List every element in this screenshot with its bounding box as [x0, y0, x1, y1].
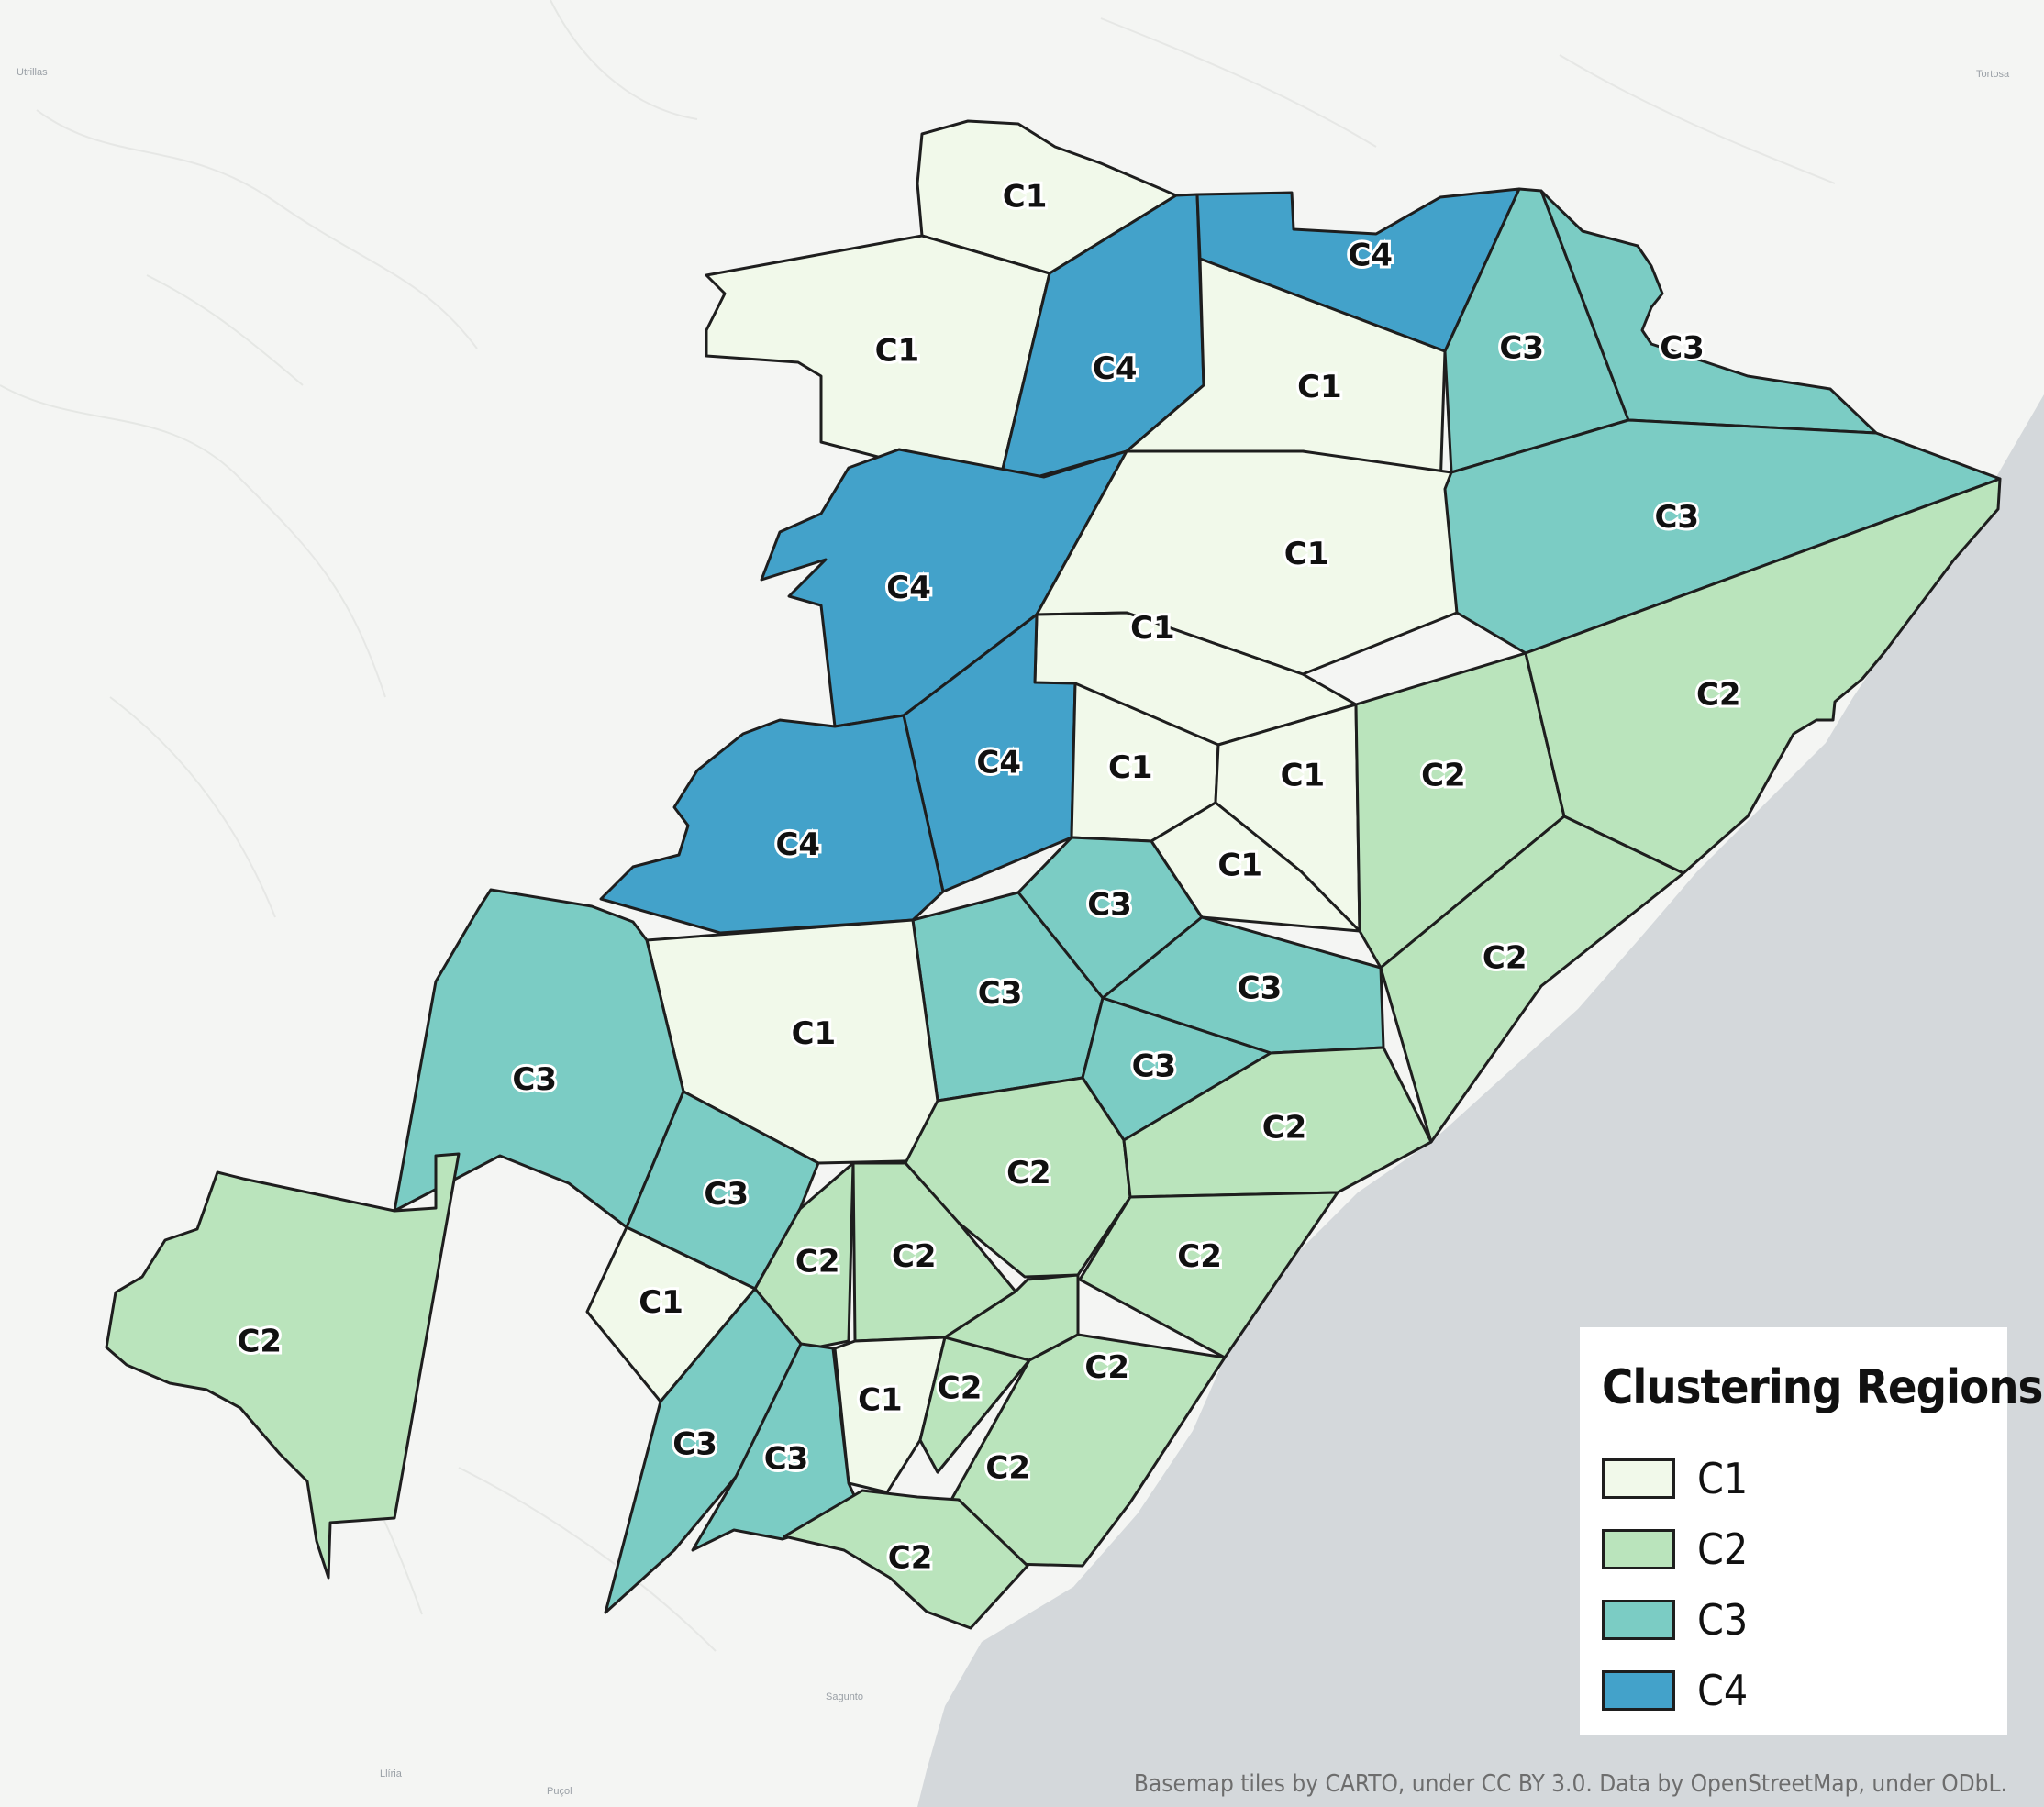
region-label-4: C4 [1348, 238, 1393, 274]
region-label-9: C1 [1284, 536, 1329, 572]
place-names: Utrillas Tortosa Sagunto Llíria Puçol [17, 67, 2010, 1797]
region-label-17: C2 [1696, 677, 1741, 714]
region-label-8: C4 [886, 570, 931, 606]
region-label-30: C2 [795, 1244, 840, 1280]
region-40-c2[interactable] [105, 1152, 461, 1580]
region-label-16: C2 [1421, 758, 1466, 794]
region-label-20: C2 [1483, 940, 1527, 977]
region-label-26: C2 [1006, 1155, 1051, 1192]
region-label-12: C4 [976, 744, 1021, 781]
region-25-c3[interactable] [393, 888, 685, 1229]
legend-swatch-c3 [1602, 1599, 1675, 1640]
legend-label-c4: C4 [1697, 1665, 1749, 1715]
region-label-11: C1 [1130, 610, 1175, 647]
region-label-29: C2 [1177, 1238, 1222, 1275]
legend-label-c2: C2 [1697, 1524, 1749, 1574]
legend-label-c1: C1 [1697, 1453, 1749, 1503]
region-label-33: C2 [1084, 1349, 1129, 1386]
place-name-sagunto: Sagunto [826, 1691, 863, 1702]
place-name-pucol: Puçol [547, 1786, 572, 1797]
region-label-38: C3 [764, 1440, 809, 1477]
region-7-c3[interactable] [1539, 189, 1878, 435]
region-label-25: C3 [512, 1061, 557, 1098]
region-label-40: C2 [237, 1323, 282, 1359]
legend-swatch-c4 [1602, 1669, 1675, 1711]
region-label-14: C1 [1108, 749, 1153, 786]
legend-item-c3: C3 [1602, 1584, 2007, 1655]
region-label-39: C2 [888, 1539, 933, 1576]
legend-title: Clustering Regions [1602, 1360, 2043, 1415]
region-38-c3[interactable] [691, 1342, 864, 1552]
attribution: Basemap tiles by CARTO, under CC BY 3.0.… [1133, 1770, 2007, 1798]
region-label-23: C3 [1132, 1048, 1177, 1085]
region-1-c1[interactable] [916, 119, 1178, 275]
region-label-21: C3 [978, 975, 1023, 1012]
legend-item-c2: C2 [1602, 1513, 2007, 1584]
region-label-28: C3 [704, 1176, 749, 1213]
region-label-27: C2 [1262, 1109, 1307, 1146]
region-label-13: C4 [775, 826, 820, 863]
region-layer [105, 119, 2002, 1630]
region-20-c2[interactable] [1379, 815, 1685, 1144]
legend-label-c3: C3 [1697, 1594, 1749, 1645]
legend-item-c4: C4 [1602, 1655, 2007, 1725]
region-35-c2[interactable] [918, 1336, 1031, 1474]
region-39-c2[interactable] [783, 1489, 1029, 1630]
region-label-18: C1 [1217, 848, 1262, 884]
region-label-7: C3 [1660, 329, 1705, 366]
legend-item-c1: C1 [1602, 1443, 2007, 1513]
place-name-lliria: Llíria [380, 1768, 403, 1779]
region-label-5: C1 [1297, 369, 1342, 405]
region-label-31: C2 [892, 1238, 937, 1275]
region-label-layer: C1 C1 C4 C4 C1 C3 C3 C4 C1 C3 C1 C4 C4 C1 C1 C2 C2 C1 C3 C2… [234, 176, 1743, 1580]
region-label-24: C1 [792, 1015, 837, 1052]
place-name-tortosa: Tortosa [1976, 69, 2010, 80]
region-label-10: C3 [1654, 499, 1699, 536]
region-label-22: C3 [1238, 970, 1283, 1006]
legend-swatch-c2 [1602, 1528, 1675, 1569]
region-label-35: C2 [938, 1370, 983, 1407]
region-label-32: C1 [639, 1284, 683, 1321]
region-label-2: C1 [875, 332, 920, 369]
region-label-3: C4 [1093, 350, 1138, 387]
region-label-37: C3 [672, 1426, 717, 1463]
region-17-c2[interactable] [1524, 477, 2002, 875]
legend: Clustering Regions C1 C2 C3 C4 [1580, 1327, 2043, 1735]
region-label-36: C2 [985, 1449, 1030, 1486]
region-label-1: C1 [1003, 179, 1048, 216]
region-label-15: C1 [1281, 758, 1326, 794]
place-name-utrillas: Utrillas [17, 67, 48, 78]
region-label-19: C3 [1087, 886, 1132, 923]
region-label-6: C3 [1499, 329, 1544, 366]
legend-swatch-c1 [1602, 1458, 1675, 1499]
region-label-34: C1 [858, 1381, 903, 1418]
region-13-c4[interactable] [599, 714, 945, 935]
region-10-c3[interactable] [1443, 418, 2002, 655]
